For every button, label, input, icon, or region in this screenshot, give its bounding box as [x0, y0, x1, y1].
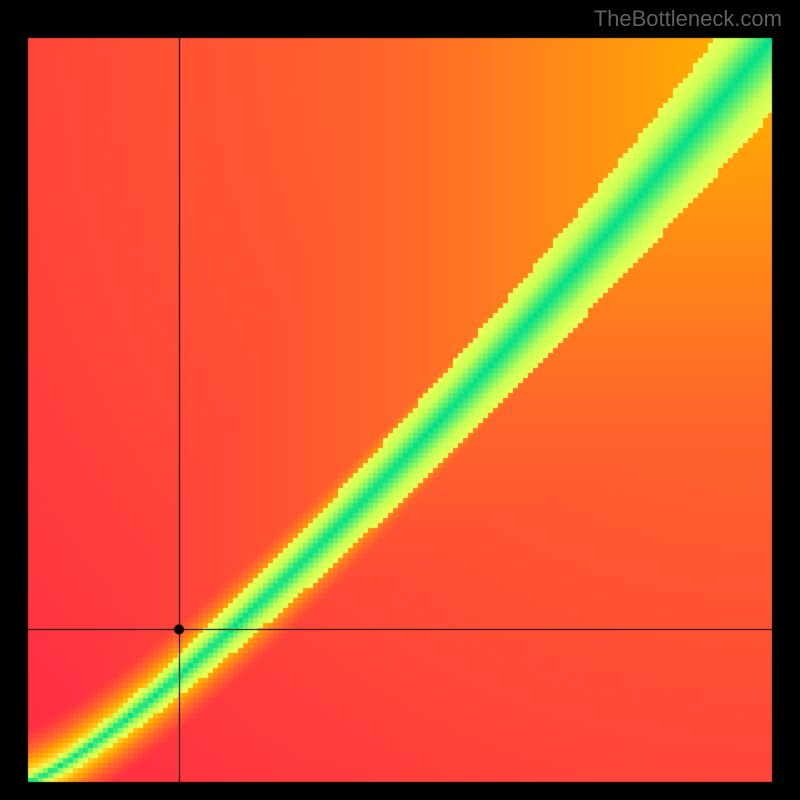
watermark-text: TheBottleneck.com: [594, 6, 782, 32]
bottleneck-heatmap: [0, 0, 800, 800]
chart-container: { "watermark": "TheBottleneck.com", "can…: [0, 0, 800, 800]
